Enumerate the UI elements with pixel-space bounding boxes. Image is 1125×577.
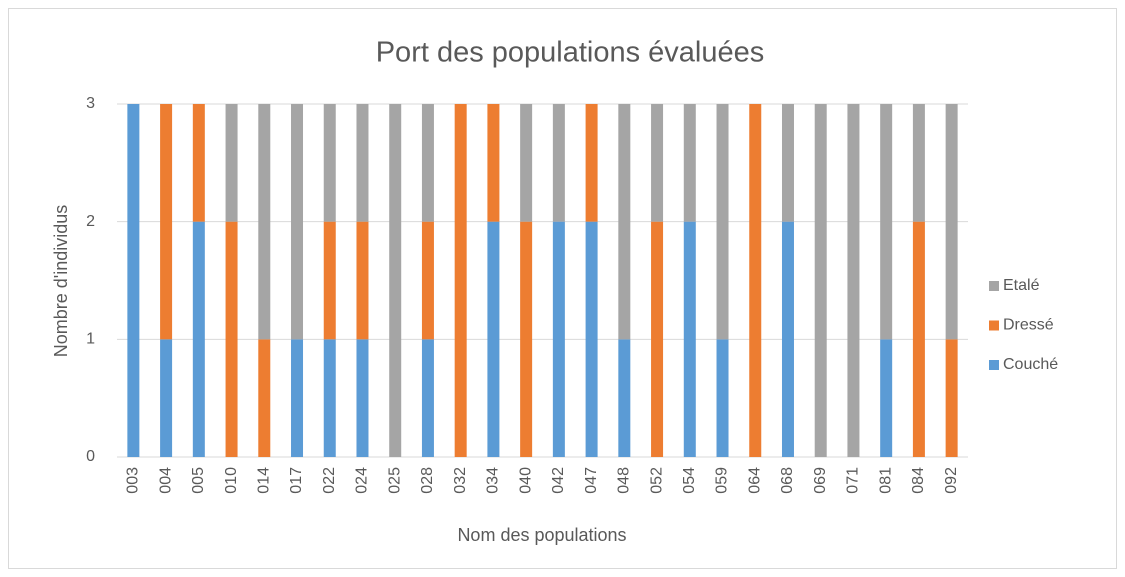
bar-segment (192, 221, 205, 457)
x-axis-label: Nom des populations (457, 525, 626, 545)
bar-segment (716, 339, 729, 457)
bar-segment (683, 221, 696, 457)
x-tick-label: 069 (812, 467, 829, 494)
bar-segment (258, 104, 271, 340)
bar-segment (389, 104, 402, 457)
bar-segment (323, 339, 336, 457)
x-tick-label: 005 (190, 467, 207, 494)
chart-title: Port des populations évaluées (376, 37, 765, 69)
bar-segment (880, 339, 893, 457)
bar-segment (421, 339, 434, 457)
x-tick-label: 010 (223, 467, 240, 494)
bar-segment (323, 221, 336, 340)
x-tick-label: 024 (354, 467, 371, 494)
x-tick-label: 028 (419, 467, 436, 494)
bar-segment (781, 104, 794, 222)
bar-segment (716, 104, 729, 340)
x-tick-label: 003 (125, 467, 142, 494)
bar-segment (487, 221, 500, 457)
x-tick-label: 052 (648, 467, 665, 494)
y-tick-label: 1 (86, 331, 95, 348)
x-tick-label: 071 (845, 467, 862, 494)
bar-segment (814, 104, 827, 457)
bar-segment (618, 339, 631, 457)
bar-segment (683, 104, 696, 222)
x-tick-label: 042 (550, 467, 567, 494)
legend-swatch (989, 281, 999, 291)
x-tick-label: 022 (321, 467, 338, 494)
bar-segment (945, 104, 958, 340)
bar-segment (192, 104, 205, 222)
bar-segment (520, 104, 533, 222)
bar-segment (421, 221, 434, 340)
legend-label: Etalé (1003, 277, 1040, 294)
bar-segment (552, 221, 565, 457)
bar-segment (323, 104, 336, 222)
legend-label: Dressé (1003, 317, 1054, 334)
x-tick-label: 032 (452, 467, 469, 494)
x-tick-label: 040 (517, 467, 534, 494)
y-tick-label: 2 (86, 213, 95, 230)
x-tick-label: 048 (616, 467, 633, 494)
legend-label: Couché (1003, 356, 1058, 373)
bar-segment (552, 104, 565, 222)
bar-segment (945, 339, 958, 457)
bar-segment (160, 104, 173, 340)
bar-segment (749, 104, 762, 457)
bar-segment (127, 104, 140, 457)
bar-segment (225, 104, 238, 222)
bar-segment (356, 339, 369, 457)
bar-segment (912, 104, 925, 222)
bar-segment (847, 104, 860, 457)
bar-segment (520, 221, 533, 457)
bar-segment (291, 104, 304, 340)
bar-segment (291, 339, 304, 457)
legend-swatch (989, 360, 999, 370)
bar-segment (880, 104, 893, 340)
x-tick-label: 014 (256, 467, 273, 494)
x-tick-label: 047 (583, 467, 600, 494)
x-tick-label: 025 (386, 467, 403, 494)
bar-segment (421, 104, 434, 222)
y-tick-label: 3 (86, 95, 95, 112)
bar-segment (651, 221, 664, 457)
x-tick-label: 034 (485, 467, 502, 494)
x-tick-label: 081 (877, 467, 894, 494)
bar-segment (585, 104, 598, 222)
x-tick-label: 059 (714, 467, 731, 494)
x-tick-label: 004 (157, 467, 174, 494)
x-tick-label: 084 (910, 467, 927, 494)
bar-segment (258, 339, 271, 457)
legend-swatch (989, 320, 999, 331)
bar-segment (487, 104, 500, 222)
x-tick-label: 017 (288, 467, 305, 494)
x-tick-label: 092 (943, 467, 960, 494)
x-tick-label: 054 (681, 467, 698, 494)
bar-segment (454, 104, 467, 457)
bar-segment (356, 221, 369, 340)
bar-segment (160, 339, 173, 457)
y-axis-label: Nombre d'individus (51, 205, 71, 358)
bar-segment (356, 104, 369, 222)
x-tick-label: 068 (779, 467, 796, 494)
y-tick-label: 0 (86, 448, 95, 465)
bar-segment (651, 104, 664, 222)
bar-segment (225, 221, 238, 457)
bar-segment (781, 221, 794, 457)
bar-segment (912, 221, 925, 457)
bar-segment (585, 221, 598, 457)
x-tick-label: 064 (746, 467, 763, 494)
bar-segment (618, 104, 631, 340)
